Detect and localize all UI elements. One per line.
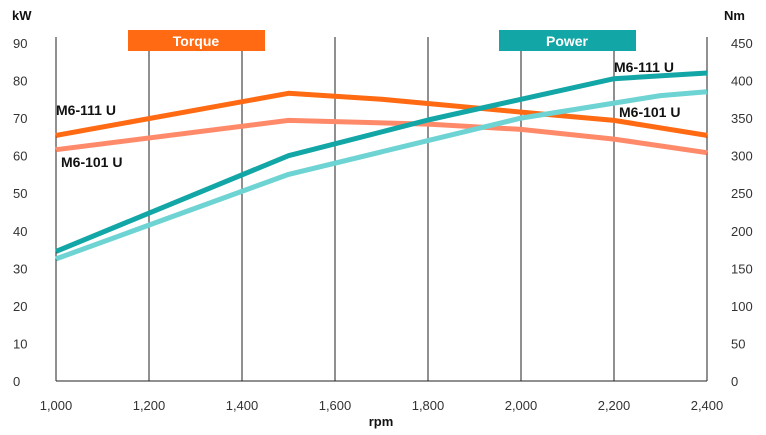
- right-tick-label: 350: [731, 111, 753, 126]
- series-line-torque-0: [55, 90, 708, 138]
- x-tick-label: 1,600: [319, 398, 352, 413]
- x-tick-label: 2,200: [598, 398, 631, 413]
- legend-torque-swatch: [128, 30, 265, 51]
- label-power-m6-111u: M6-111 U: [614, 59, 674, 75]
- right-tick-label: 450: [731, 36, 753, 51]
- series-lines: [55, 70, 708, 262]
- series-line-power-3: [55, 89, 708, 262]
- series-line-power-2: [55, 70, 708, 254]
- left-axis-ticks: 0 10 20 30 40 50 60 70 80 90: [13, 36, 27, 389]
- right-tick-label: 100: [731, 299, 753, 314]
- right-tick-label: 50: [731, 336, 745, 351]
- series-line-torque-1: [55, 117, 708, 156]
- legend-torque: Torque: [128, 30, 265, 51]
- left-axis-unit: kW: [12, 8, 32, 23]
- right-tick-label: 0: [731, 374, 738, 389]
- x-tick-label: 1,800: [412, 398, 445, 413]
- left-tick-label: 10: [13, 336, 27, 351]
- label-torque-m6-101u: M6-101 U: [61, 154, 122, 170]
- legend-power-label: Power: [546, 33, 589, 49]
- left-tick-label: 80: [13, 74, 27, 89]
- left-tick-label: 30: [13, 261, 27, 276]
- x-tick-label: 1,400: [226, 398, 259, 413]
- legend-torque-label: Torque: [173, 33, 220, 49]
- x-tick-label: 2,400: [691, 398, 724, 413]
- x-tick-label: 1,200: [133, 398, 166, 413]
- x-tick-label: 2,000: [505, 398, 538, 413]
- right-tick-label: 150: [731, 261, 753, 276]
- x-axis-ticks: 1,000 1,200 1,400 1,600 1,800 2,000 2,200 2,400: [40, 398, 724, 413]
- left-tick-label: 90: [13, 36, 27, 51]
- right-axis-ticks: 0 50 100 150 200 250 300 350 400 450: [731, 36, 753, 389]
- right-axis-unit: Nm: [724, 8, 745, 23]
- right-tick-label: 400: [731, 74, 753, 89]
- right-tick-label: 200: [731, 224, 753, 239]
- right-tick-label: 250: [731, 186, 753, 201]
- left-tick-label: 60: [13, 149, 27, 164]
- left-tick-label: 40: [13, 224, 27, 239]
- left-tick-label: 70: [13, 111, 27, 126]
- label-power-m6-101u: M6-101 U: [619, 104, 680, 120]
- legend-power: Power: [499, 30, 636, 51]
- left-tick-label: 50: [13, 186, 27, 201]
- left-tick-label: 20: [13, 299, 27, 314]
- label-torque-m6-111u: M6-111 U: [56, 102, 116, 118]
- x-axis-label: rpm: [369, 414, 394, 429]
- x-tick-label: 1,000: [40, 398, 73, 413]
- right-tick-label: 300: [731, 149, 753, 164]
- legend-power-swatch: [499, 30, 636, 51]
- left-tick-label: 0: [13, 374, 20, 389]
